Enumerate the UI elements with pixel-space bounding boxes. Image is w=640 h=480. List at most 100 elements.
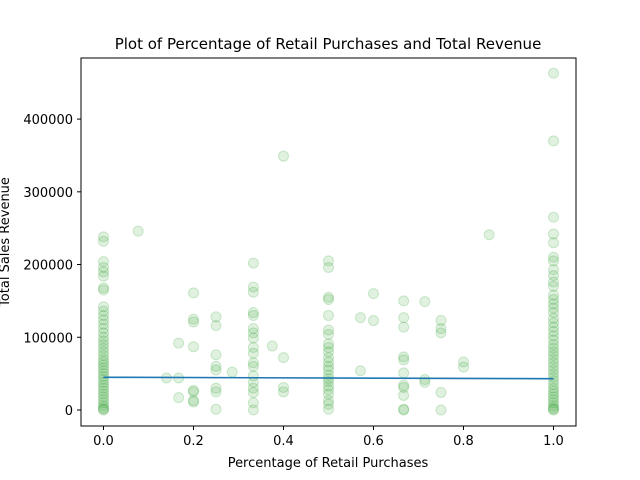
scatter-point (247, 309, 259, 321)
scatter-point (98, 346, 109, 358)
scatter-point (98, 270, 109, 282)
scatter-point (132, 225, 144, 237)
scatter-point (419, 373, 431, 385)
scatter-point (247, 360, 259, 372)
scatter-point (266, 340, 278, 352)
scatter-point (323, 261, 334, 273)
scatter-point (548, 255, 559, 267)
scatter-point (98, 403, 109, 415)
scatter-point (210, 386, 222, 398)
scatter-point (98, 359, 109, 371)
scatter-point (247, 332, 259, 344)
scatter-point (278, 352, 289, 364)
scatter-point (210, 403, 222, 415)
scatter-point (398, 321, 410, 333)
scatter-point (323, 364, 334, 376)
scatter-point (210, 320, 222, 332)
scatter-point (368, 288, 379, 300)
scatter-point (548, 302, 559, 314)
scatter-point (98, 323, 109, 335)
scatter-point (548, 228, 559, 240)
scatter-point (278, 150, 289, 162)
scatter-point (247, 397, 259, 409)
scatter-point (323, 380, 334, 392)
scatter-point (210, 311, 222, 323)
scatter-point (458, 356, 469, 368)
plot-frame (80, 57, 577, 427)
scatter-point (398, 381, 410, 393)
chart-title: Plot of Percentage of Retail Purchases a… (115, 35, 542, 53)
scatter-point (483, 229, 495, 241)
scatter-point (247, 357, 259, 369)
scatter-point (188, 386, 199, 398)
scatter-point (188, 341, 199, 353)
scatter-point (98, 400, 109, 412)
x-tick-label: 0.4 (273, 434, 294, 449)
scatter-point (548, 346, 559, 358)
scatter-point (323, 398, 334, 410)
scatter-point (548, 321, 559, 333)
scatter-point (98, 284, 109, 296)
y-tick-label: 0 (65, 404, 73, 419)
scatter-point (398, 367, 410, 379)
y-axis-label: Total Sales Revenue (0, 177, 13, 308)
scatter-point (548, 334, 559, 346)
scatter-point (173, 337, 185, 349)
scatter-point (98, 282, 109, 294)
scatter-point (98, 356, 109, 368)
scatter-point (548, 67, 559, 79)
scatter-point (98, 339, 109, 351)
scatter-point (98, 382, 109, 394)
y-tick-label: 300000 (23, 186, 73, 201)
y-tick-label: 100000 (23, 331, 73, 346)
scatter-point (98, 261, 109, 273)
scatter-point (548, 251, 559, 263)
scatter-point (247, 404, 259, 416)
scatter-point (98, 385, 109, 397)
scatter-point (98, 404, 109, 416)
scatter-point (98, 342, 109, 354)
scatter-point (548, 397, 559, 409)
scatter-point (398, 354, 410, 366)
scatter-point (98, 266, 109, 278)
scatter-point (548, 391, 559, 403)
scatter-point (548, 349, 559, 361)
scatter-point (323, 291, 334, 303)
scatter-point (548, 269, 559, 281)
scatter-point (226, 366, 238, 378)
scatter-point (548, 264, 559, 276)
scatter-point (98, 365, 109, 377)
scatter-point (435, 315, 447, 327)
scatter-point (188, 395, 199, 407)
scatter-point (98, 397, 109, 409)
scatter-point (398, 379, 410, 391)
scatter-point (210, 364, 222, 376)
scatter-point (548, 404, 559, 416)
scatter-point (210, 382, 222, 394)
scatter-point (98, 314, 109, 326)
scatter-point (548, 364, 559, 376)
scatter-point (548, 379, 559, 391)
scatter-point (247, 341, 259, 353)
scatter-point (210, 360, 222, 372)
scatter-point (98, 388, 109, 400)
scatter-point (435, 323, 447, 335)
scatter-point (548, 342, 559, 354)
scatter-point (398, 404, 410, 416)
x-tick-label: 1.0 (543, 434, 564, 449)
scatter-point (98, 331, 109, 343)
scatter-point (548, 280, 559, 292)
scatter-point (548, 237, 559, 249)
scatter-point (323, 384, 334, 396)
x-tick-label: 0.0 (93, 434, 114, 449)
scatter-point (98, 235, 109, 247)
scatter-point (435, 387, 447, 399)
scatter-point (323, 309, 334, 321)
scatter-point (323, 338, 334, 350)
scatter-point (188, 316, 199, 328)
y-tick-label: 400000 (23, 113, 73, 128)
scatter-point (548, 353, 559, 365)
scatter-point (98, 256, 109, 268)
scatter-point (98, 318, 109, 330)
